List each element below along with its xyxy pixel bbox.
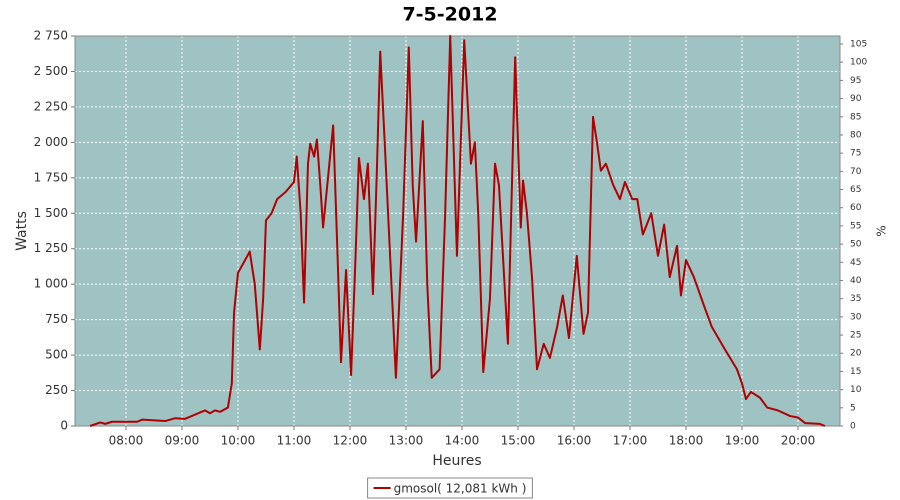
y2-tick-label: 60 [850,203,862,213]
y-tick-label: 500 [45,348,68,362]
y2-tick-label: 25 [850,331,861,341]
legend: gmosol( 12,081 kWh ) [367,477,533,499]
y-axis-label: Watts [14,211,30,251]
y2-tick-label: 45 [850,258,861,268]
y2-tick-label: 40 [850,276,862,286]
y2-axis-label: % [875,225,889,236]
plot-border [74,35,841,427]
y-tick-label: 750 [45,312,68,326]
x-tick-label: 09:00 [165,434,200,448]
y-tick-label: 2 250 [34,99,68,113]
y-tick-label: 250 [45,383,68,397]
x-tick-label: 17:00 [613,434,648,448]
x-tick-label: 18:00 [669,434,704,448]
y-tick-label: 1 000 [34,277,68,291]
y2-tick-label: 90 [850,94,862,104]
x-tick-label: 16:00 [557,434,592,448]
y-tick-label: 1 500 [34,206,68,220]
y2-tick-label: 105 [850,40,867,50]
y2-tick-label: 70 [850,167,862,177]
chart-title: 7-5-2012 [402,4,497,26]
x-tick-label: 20:00 [781,434,816,448]
y2-tick-label: 10 [850,385,862,395]
y-tick-label: 1 750 [34,170,68,184]
x-tick-label: 13:00 [389,434,424,448]
x-tick-label: 12:00 [333,434,368,448]
legend-label: gmosol( 12,081 kWh ) [394,482,527,496]
y2-tick-label: 75 [850,149,861,159]
y2-tick-label: 20 [850,349,862,359]
y2-tick-label: 100 [850,58,867,68]
y2-tick-label: 95 [850,76,861,86]
x-tick-label: 08:00 [109,434,144,448]
y2-tick-label: 0 [850,422,856,432]
y2-tick-label: 50 [850,240,862,250]
y-tick-label: 2 000 [34,135,68,149]
y-tick-label: 2 750 [34,29,68,43]
x-tick-label: 11:00 [277,434,312,448]
x-tick-label: 15:00 [501,434,536,448]
y-tick-label: 0 [60,419,68,433]
y2-tick-label: 55 [850,221,861,231]
y2-tick-label: 65 [850,185,861,195]
data-line [89,35,826,427]
y-tick-label: 1 250 [34,241,68,255]
y2-tick-label: 15 [850,367,861,377]
y2-tick-label: 30 [850,312,862,322]
y2-tick-label: 80 [850,130,862,140]
y-tick-label: 2 500 [34,64,68,78]
y2-tick-label: 85 [850,112,861,122]
legend-box [367,477,533,499]
y2-tick-label: 35 [850,294,861,304]
y2-tick-label: 5 [850,403,856,413]
x-axis-label: Heures [432,453,481,469]
x-tick-label: 10:00 [221,434,256,448]
x-tick-label: 19:00 [725,434,760,448]
x-tick-label: 14:00 [445,434,480,448]
